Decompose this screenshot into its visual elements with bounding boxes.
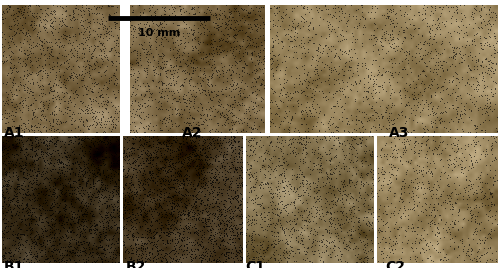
Text: C1: C1 — [245, 260, 265, 268]
Text: 10 mm: 10 mm — [138, 28, 180, 38]
Text: B1: B1 — [4, 260, 24, 268]
Text: A1: A1 — [4, 126, 24, 140]
Text: C2: C2 — [385, 260, 405, 268]
Text: A2: A2 — [182, 126, 203, 140]
Text: A3: A3 — [389, 126, 409, 140]
Text: B2: B2 — [126, 260, 146, 268]
